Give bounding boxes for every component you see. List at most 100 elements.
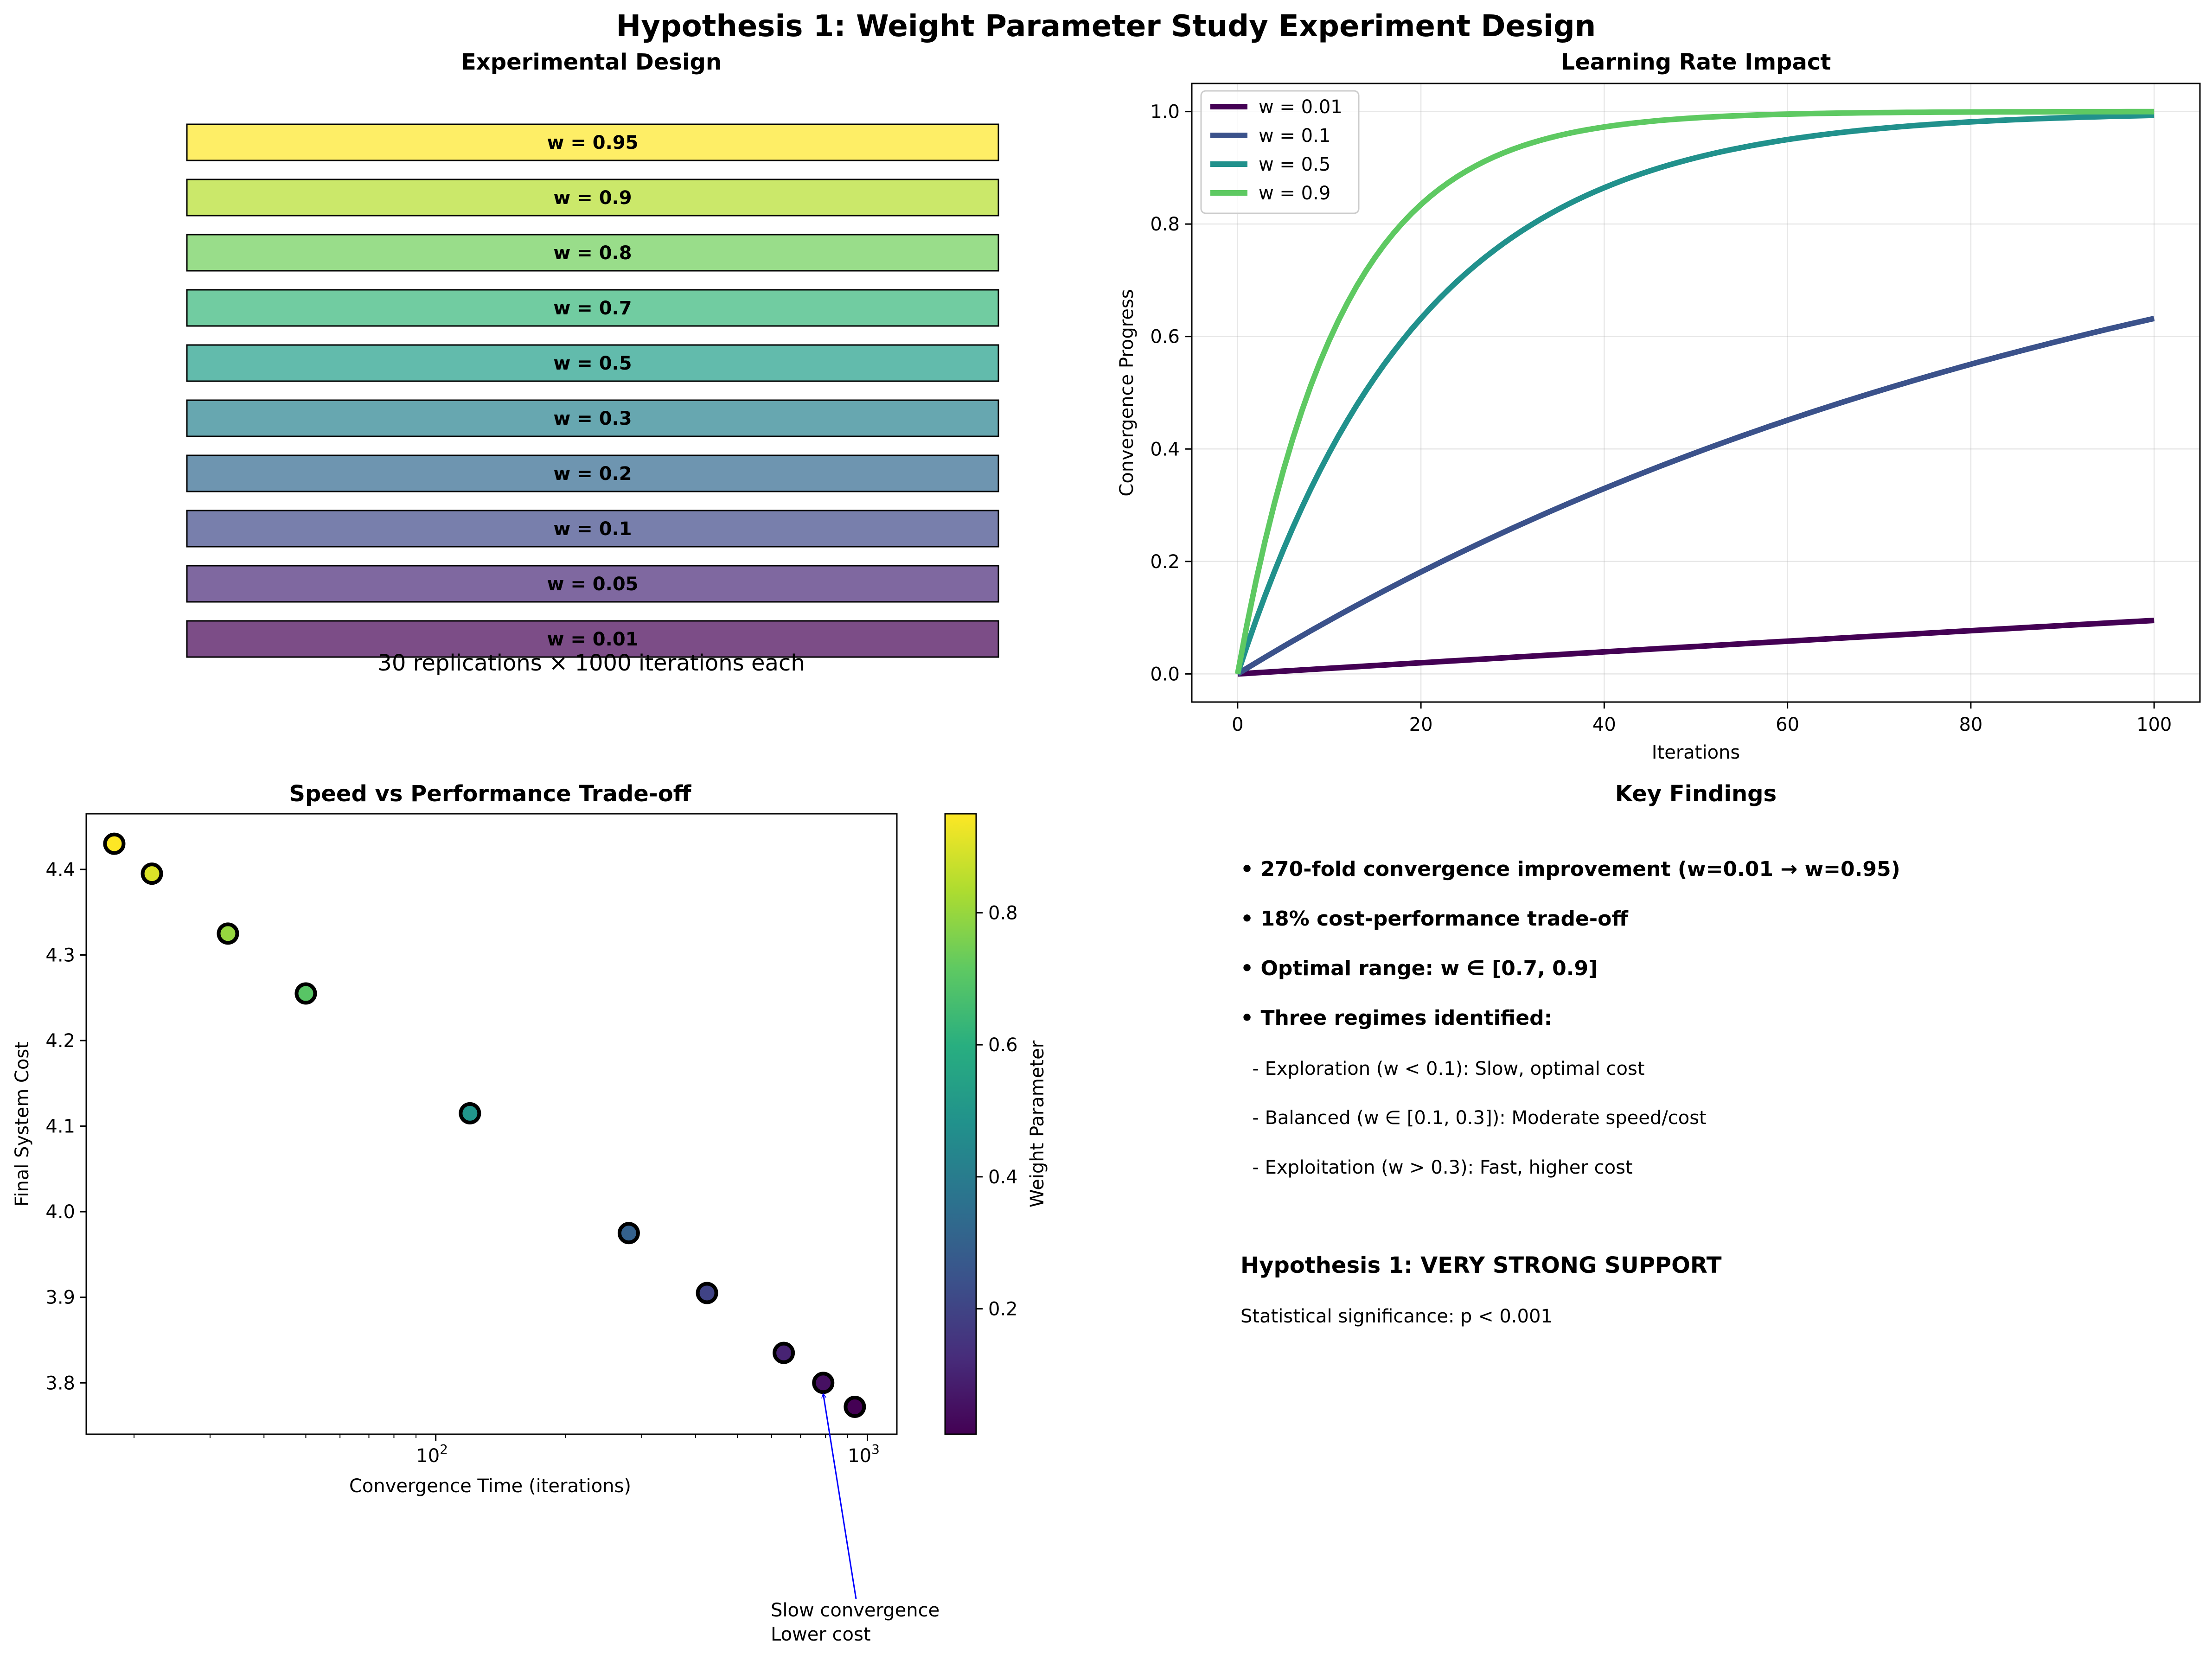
key-findings-title: Key Findings <box>1615 781 1777 807</box>
colorbar-tick-label: 0.4 <box>988 1167 1018 1188</box>
y-tick-label: 0.4 <box>1150 439 1180 460</box>
learning-rate-axes-frame <box>1191 83 2201 703</box>
design-bar-label: w = 0.5 <box>553 353 632 374</box>
tradeoff-annotation: Slow convergence Lower cost <box>771 1394 940 1645</box>
experimental-design-title: Experimental Design <box>461 49 722 75</box>
x-tick-label: 0 <box>1232 714 1243 735</box>
learning-rate-ylabel: Convergence Progress <box>1116 289 1138 496</box>
regime-exploration: - Exploration (w < 0.1): Slow, optimal c… <box>1240 1058 1645 1079</box>
scatter-point <box>217 922 239 945</box>
y-tick-label: 4.0 <box>45 1201 75 1223</box>
design-bar-label: w = 0.01 <box>547 629 638 650</box>
tradeoff-ticks: 102 103 3.8 3.9 4.0 4.1 4.2 4.3 4.4 <box>45 859 880 1467</box>
tradeoff-title: Speed vs Performance Trade-off <box>289 781 691 807</box>
scatter-point <box>617 1222 640 1245</box>
x-tick-label: 103 <box>848 1442 880 1467</box>
design-bar <box>186 179 999 217</box>
design-bar-label: w = 0.8 <box>553 243 632 264</box>
scatter-point <box>103 832 126 855</box>
colorbar-tick-label: 0.2 <box>988 1299 1018 1320</box>
series-line <box>1236 315 2155 677</box>
y-tick-label: 0.6 <box>1150 326 1180 348</box>
annotation-line-2: Lower cost <box>771 1624 871 1645</box>
key-findings-panel: Key Findings • 270-fold convergence impr… <box>1240 781 1900 1327</box>
design-bar-label: w = 0.95 <box>547 132 638 153</box>
colorbar-label: Weight Parameter <box>1027 1040 1048 1207</box>
design-bars: w = 0.95 w = 0.9 w = 0.8 w = 0.7 w = 0.5 w = … <box>186 123 999 658</box>
x-tick-label: 20 <box>1409 714 1433 735</box>
y-tick-label: 4.4 <box>45 859 75 881</box>
design-bar-label: w = 0.7 <box>553 298 632 319</box>
tradeoff-points <box>103 832 866 1418</box>
y-tick-label: 0.2 <box>1150 551 1180 573</box>
design-bar-label: w = 0.3 <box>553 408 632 429</box>
tradeoff-axes-frame <box>85 813 898 1435</box>
design-bar-label: w = 0.1 <box>553 518 632 540</box>
design-bar-label: w = 0.05 <box>547 574 638 595</box>
colorbar-ticks: 0.2 0.4 0.6 0.8 <box>976 903 1018 1320</box>
colorbar-tick-label: 0.6 <box>988 1035 1018 1056</box>
scatter-point <box>773 1341 795 1364</box>
learning-rate-xlabel: Iterations <box>1652 742 1740 763</box>
y-tick-label: 1.0 <box>1150 102 1180 123</box>
series-line <box>1235 112 2154 675</box>
learning-rate-legend: w = 0.01 w = 0.1 w = 0.5 w = 0.9 <box>1200 90 1360 214</box>
learning-rate-ticks: 0 20 40 60 80 100 0.0 0.2 0.4 0.6 0.8 1.0 <box>1150 102 2172 735</box>
annotation-line-1: Slow convergence <box>771 1600 940 1621</box>
regime-exploitation: - Exploitation (w > 0.3): Fast, higher c… <box>1240 1157 1633 1178</box>
y-tick-label: 4.3 <box>45 945 75 966</box>
y-tick-label: 3.9 <box>45 1287 75 1309</box>
scatter-point <box>459 1102 481 1124</box>
finding-4: • Three regimes identified: <box>1240 1006 1552 1030</box>
design-bar-label: w = 0.2 <box>553 463 632 485</box>
tradeoff-ylabel: Final System Cost <box>12 1041 33 1207</box>
y-tick-label: 0.0 <box>1150 664 1180 685</box>
colorbar <box>944 813 977 1435</box>
design-bar <box>186 620 999 658</box>
x-tick-label: 102 <box>416 1442 448 1467</box>
series-line <box>1237 618 2154 677</box>
annotation-arrow <box>823 1394 857 1599</box>
series-line <box>1234 109 2154 675</box>
tradeoff-panel: Speed vs Performance Trade-off 102 103 3.8… <box>12 781 1048 1645</box>
finding-2: • 18% cost-performance trade-off <box>1240 907 1629 931</box>
finding-1: • 270-fold convergence improvement (w=0.… <box>1240 857 1900 881</box>
learning-rate-title: Learning Rate Impact <box>1561 49 1831 75</box>
design-bar <box>186 123 999 161</box>
learning-rate-panel: Learning Rate Impact 0 20 40 60 80 1000.00.20… <box>1116 49 2201 763</box>
legend-label: w = 0.1 <box>1259 125 1330 147</box>
learning-rate-lines <box>1234 109 2155 677</box>
y-tick-label: 4.2 <box>45 1030 75 1052</box>
scatter-point <box>696 1282 718 1304</box>
design-bar <box>186 454 999 492</box>
y-tick-label: 0.8 <box>1150 214 1180 235</box>
design-bar <box>186 399 999 437</box>
experimental-design-panel: Experimental Design w = 0.95w = 0.9w = 0… <box>186 49 999 676</box>
x-tick-label: 80 <box>1959 714 1982 735</box>
design-bar <box>186 510 999 548</box>
support-verdict: Hypothesis 1: VERY STRONG SUPPORT <box>1240 1252 1722 1278</box>
regime-balanced: - Balanced (w ∈ [0.1, 0.3]): Moderate sp… <box>1240 1107 1707 1129</box>
y-tick-label: 4.1 <box>45 1116 75 1137</box>
tradeoff-xlabel: Convergence Time (iterations) <box>349 1475 631 1497</box>
x-tick-label: 100 <box>2136 714 2172 735</box>
scatter-point <box>141 862 163 885</box>
colorbar-tick-label: 0.8 <box>988 903 1018 924</box>
x-tick-label: 40 <box>1592 714 1616 735</box>
design-bar <box>186 344 999 382</box>
replications-note: 30 replications × 1000 iterations each <box>377 650 805 676</box>
legend-label: w = 0.9 <box>1259 183 1330 204</box>
design-bar <box>186 565 999 603</box>
scatter-point <box>844 1395 866 1418</box>
legend-label: w = 0.5 <box>1259 154 1330 175</box>
y-tick-label: 3.8 <box>45 1373 75 1394</box>
design-bar <box>186 234 999 272</box>
finding-3: • Optimal range: w ∈ [0.7, 0.9] <box>1240 957 1598 980</box>
statistical-significance: Statistical significance: p < 0.001 <box>1240 1306 1553 1327</box>
learning-rate-grid <box>1192 83 2200 702</box>
scatter-point <box>294 982 317 1005</box>
figure-title: Hypothesis 1: Weight Parameter Study Exp… <box>616 9 1596 44</box>
design-bar-label: w = 0.9 <box>553 187 632 209</box>
legend-box <box>1200 90 1360 214</box>
